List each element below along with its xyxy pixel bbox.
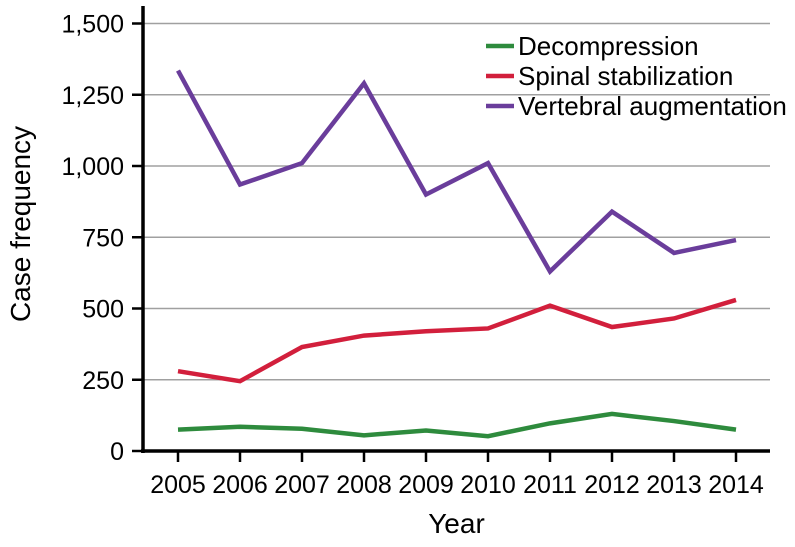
x-tick-label-2007: 2007	[274, 471, 330, 499]
x-tick-label-2014: 2014	[708, 471, 764, 499]
x-tick-label-2011: 2011	[523, 471, 577, 499]
series-line-spinal-stabilization	[177, 297, 737, 384]
y-axis-title: Case frequency	[5, 126, 36, 322]
y-tick-label-750: 750	[82, 224, 124, 252]
x-axis-title: Year	[428, 508, 485, 539]
x-tick-label-2012: 2012	[584, 471, 640, 499]
x-tick-label-2006: 2006	[212, 471, 268, 499]
x-tick-label-2010: 2010	[460, 471, 516, 499]
series-line-decompression	[177, 411, 737, 439]
x-tick-label-2013: 2013	[646, 471, 702, 499]
y-tick-label-250: 250	[82, 367, 124, 395]
x-tick-label-2005: 2005	[150, 471, 206, 499]
legend-label-spinal-stabilization: Spinal stabilization	[518, 61, 733, 91]
legend-label-vertebral-augmentation: Vertebral augmentation	[518, 91, 787, 121]
series-line-vertebral-augmentation	[176, 69, 737, 276]
x-tick-label-2008: 2008	[336, 471, 392, 499]
x-tick-label-2009: 2009	[398, 471, 454, 499]
legend-label-decompression: Decompression	[518, 31, 699, 61]
y-tick-label-0: 0	[110, 438, 124, 466]
y-tick-label-500: 500	[82, 296, 124, 324]
y-tick-label-1000: 1,000	[61, 153, 124, 181]
y-tick-label-1500: 1,500	[61, 11, 124, 39]
y-tick-label-1250: 1,250	[61, 82, 124, 110]
